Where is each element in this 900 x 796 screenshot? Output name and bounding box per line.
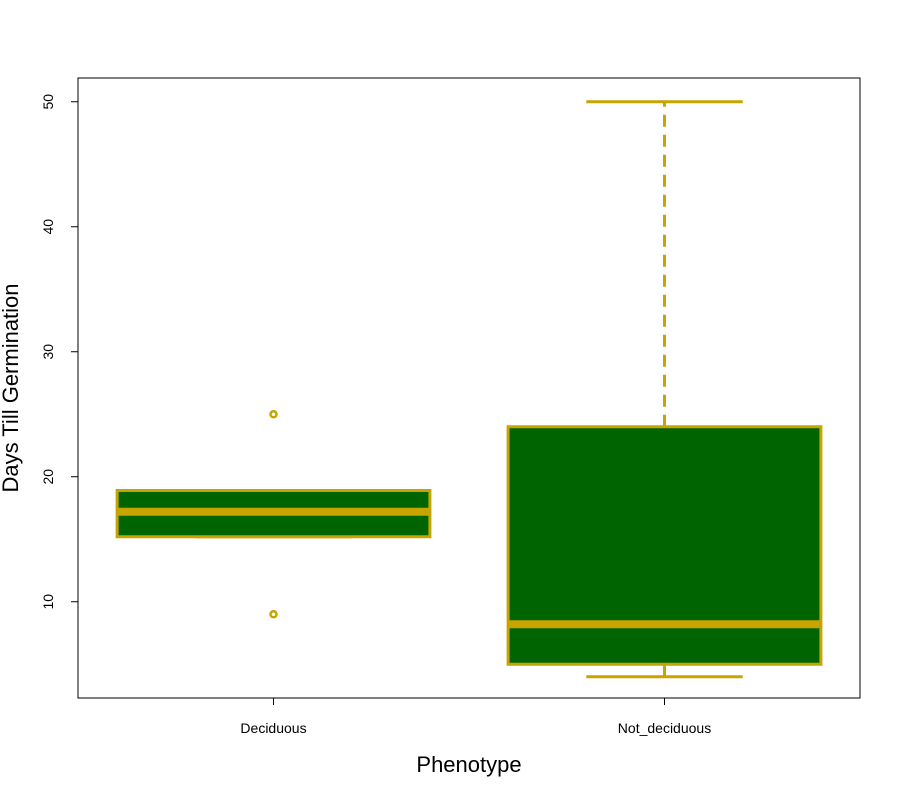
box-deciduous <box>115 410 432 619</box>
outlier-point <box>269 610 278 619</box>
iqr-box <box>506 425 823 666</box>
y-tick-label: 30 <box>40 344 56 360</box>
y-tick-label: 40 <box>40 219 56 235</box>
chart-marks <box>115 100 823 679</box>
y-tick-label: 20 <box>40 469 56 485</box>
outlier-point <box>269 410 278 419</box>
y-axis-title: Days Till Germination <box>0 283 23 492</box>
x-tick-label: Deciduous <box>240 720 306 736</box>
x-tick-label: Not_deciduous <box>618 720 711 736</box>
x-axis-title: Phenotype <box>416 752 521 777</box>
y-tick-label: 50 <box>40 94 56 110</box>
x-axis: Deciduous Not_deciduous <box>240 698 711 736</box>
y-tick-label: 10 <box>40 594 56 610</box>
y-axis: 10 20 30 40 50 <box>40 94 79 610</box>
box-not-deciduous <box>506 100 823 679</box>
